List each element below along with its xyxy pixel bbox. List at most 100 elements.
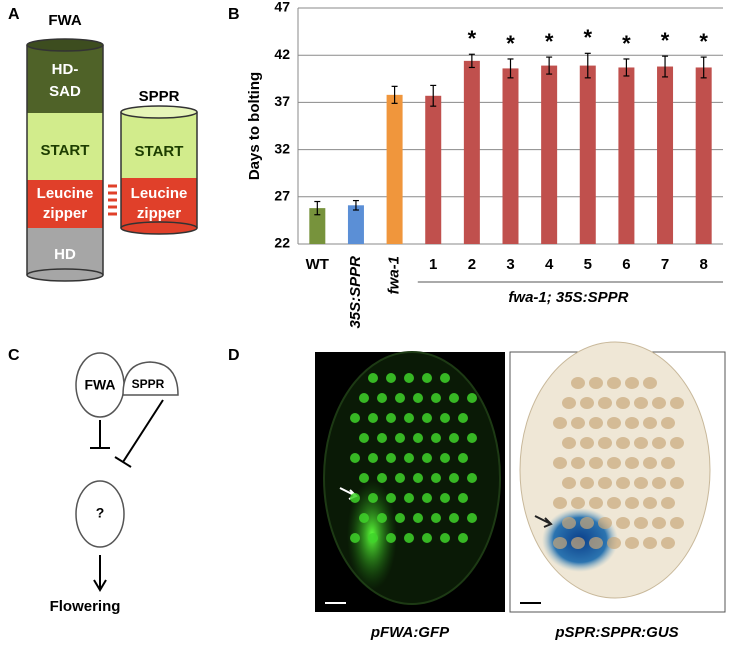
domain-label: HD (54, 246, 76, 263)
nucleus (440, 453, 450, 463)
cell (562, 397, 576, 409)
bar (463, 60, 480, 244)
cell (553, 457, 567, 469)
domain-label: START (41, 142, 90, 159)
nucleus (395, 433, 405, 443)
nucleus (413, 393, 423, 403)
cell (643, 537, 657, 549)
cylinder-top (120, 105, 198, 119)
cell (625, 417, 639, 429)
x-tick-label: WT (306, 256, 329, 273)
x-tick-label: 7 (661, 256, 669, 273)
domain-start (27, 113, 103, 180)
node-label: SPPR (132, 377, 165, 391)
nucleus (458, 493, 468, 503)
bar (695, 67, 712, 244)
bar (347, 205, 364, 244)
domain-hd (27, 228, 103, 275)
cell (643, 417, 657, 429)
nucleus (440, 493, 450, 503)
cell (634, 397, 648, 409)
nucleus (395, 513, 405, 523)
node-unknown (75, 480, 125, 548)
error-bar (700, 56, 707, 79)
protein-name: SPPR (139, 88, 180, 105)
nucleus (377, 473, 387, 483)
nucleus (386, 533, 396, 543)
protein-name: FWA (48, 12, 81, 29)
y-axis-label: Days to bolting (246, 72, 263, 180)
significance: * (583, 25, 592, 50)
nucleus (368, 413, 378, 423)
cell (598, 517, 612, 529)
nucleus (413, 433, 423, 443)
image-caption: pFWA:GFP (370, 624, 450, 641)
cell (616, 477, 630, 489)
domain-label: Leucine zipper (37, 185, 94, 222)
cell (643, 457, 657, 469)
significance: * (622, 31, 631, 56)
error-bar (314, 200, 321, 216)
y-tick-label: 32 (274, 140, 290, 156)
panel-letter: C (8, 347, 20, 364)
nucleus (350, 453, 360, 463)
nucleus (449, 393, 459, 403)
node-label: Flowering (50, 598, 121, 615)
panel-letter: B (228, 6, 240, 23)
cell (607, 417, 621, 429)
cell (571, 417, 585, 429)
panel-c (75, 352, 179, 592)
plot: 22 27 32 37 42 47 WT 35S:SPPR fwa-1 1 2 3 4 5 6 7 8 * * * * *… (274, 0, 723, 329)
y-tick-label: 22 (274, 235, 290, 251)
nucleus (350, 493, 360, 503)
nucleus (413, 473, 423, 483)
arrow (534, 515, 553, 528)
nucleus (368, 533, 378, 543)
cell (589, 417, 603, 429)
cell (571, 457, 585, 469)
bar (425, 95, 442, 245)
nucleus (431, 473, 441, 483)
bar (618, 67, 635, 244)
cell (670, 517, 684, 529)
nucleus (359, 513, 369, 523)
cell (580, 477, 594, 489)
panel-a: FWA HD- SAD START Leucine zipper HD SPPR S… (26, 12, 198, 282)
cell (643, 377, 657, 389)
cell (571, 537, 585, 549)
error-bar (430, 84, 437, 107)
cylinder-top (26, 38, 104, 52)
error-bar (352, 199, 359, 211)
cell (661, 417, 675, 429)
cell (571, 377, 585, 389)
bar (502, 68, 519, 244)
cell (607, 497, 621, 509)
cell (580, 517, 594, 529)
significance: * (545, 29, 554, 54)
nucleus (386, 373, 396, 383)
nucleus (368, 453, 378, 463)
bar (386, 94, 403, 245)
nucleus (377, 393, 387, 403)
x-tick-label: 3 (506, 256, 514, 273)
y-tick-label: 42 (274, 46, 290, 62)
cell (616, 397, 630, 409)
cell (607, 457, 621, 469)
cell (553, 537, 567, 549)
cell (625, 537, 639, 549)
cell (625, 457, 639, 469)
nucleus (413, 513, 423, 523)
cell (571, 497, 585, 509)
error-bar (623, 58, 630, 77)
nucleus (404, 453, 414, 463)
x-tick-label: 8 (700, 256, 708, 273)
node-sppr (122, 361, 179, 396)
x-tick-label: fwa-1 (386, 256, 403, 294)
cell (661, 457, 675, 469)
cell (589, 537, 603, 549)
error-bar (507, 58, 514, 79)
cell (670, 477, 684, 489)
domain-hdsad (27, 45, 103, 113)
text: Leucine (37, 185, 94, 202)
